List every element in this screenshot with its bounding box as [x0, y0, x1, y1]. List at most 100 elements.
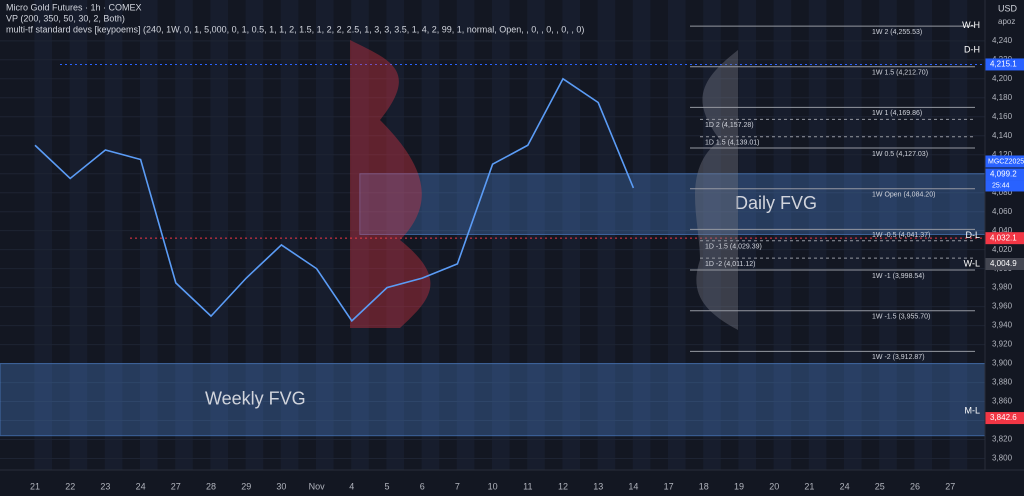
x-tick-label: 25 [875, 481, 885, 491]
indicator: multi-tf standard devs [keypoems] (240, … [6, 24, 584, 34]
session-band [703, 0, 721, 470]
session-band [949, 0, 968, 470]
session-band [316, 0, 334, 470]
countdown-tag [985, 180, 1024, 192]
indicator: VP (200, 350, 50, 30, 2, Both) [6, 13, 125, 23]
session-band [386, 0, 404, 470]
session-band [69, 0, 88, 470]
fvg-zone [359, 173, 986, 235]
y-tick-label: 4,140 [992, 131, 1013, 140]
y-tick-label: 4,080 [992, 188, 1013, 197]
session-band [879, 0, 897, 470]
volume-profile-right [695, 50, 738, 330]
y-tick-label: 3,940 [992, 321, 1013, 330]
session-band [456, 0, 475, 470]
level-label: 1W Open (4,084.20) [872, 192, 935, 199]
price-tag [985, 412, 1024, 425]
x-tick-label: 13 [593, 481, 603, 491]
x-tick-label: 12 [558, 481, 568, 491]
x-tick-label: 28 [206, 481, 216, 491]
x-tick-label: 4 [349, 481, 354, 491]
session-shading [34, 0, 968, 470]
y-tick-label: 3,980 [992, 283, 1013, 292]
y-tick-label: 4,060 [992, 207, 1013, 216]
session-band [668, 0, 686, 470]
x-tick-label: 19 [734, 481, 744, 491]
y-tick-label: 3,920 [992, 340, 1013, 349]
session-band [844, 0, 862, 470]
level-label: 1W -1.5 (3,955.70) [872, 314, 930, 321]
y-tick-label: 3,820 [992, 435, 1013, 444]
x-tick-label: 21 [30, 481, 40, 491]
session-band [562, 0, 580, 470]
session-band [738, 0, 756, 470]
price-line-series [34, 77, 635, 323]
session-band [351, 0, 369, 470]
price-tag [985, 168, 1024, 181]
edge-label: D-L [965, 230, 980, 240]
y-tick-label: 4,020 [992, 245, 1013, 254]
x-tick-label: 27 [171, 481, 181, 491]
volume-profile [350, 40, 431, 328]
price-tag [985, 58, 1024, 71]
countdown-label: 25:44 [992, 182, 1010, 189]
y-tick-label: 3,860 [992, 397, 1013, 406]
level-label: 1W 2 (4,255.53) [872, 29, 922, 36]
session-band [140, 0, 158, 470]
level-label: 1D 2 (4,157.28) [705, 122, 754, 129]
level-label: 1D -2 (4,011.12) [705, 261, 755, 268]
session-band [210, 0, 228, 470]
level-label: 1W -0.5 (4,041.37) [872, 232, 930, 239]
session-band [808, 0, 827, 470]
chart-title: Micro Gold Futures · 1h · COMEX [6, 2, 142, 12]
price-tag [985, 232, 1024, 245]
session-band [421, 0, 440, 470]
y-tick-label: 4,240 [992, 36, 1013, 45]
x-tick-label: 24 [840, 481, 850, 491]
session-band [914, 0, 932, 470]
x-tick-label: 30 [276, 481, 286, 491]
price-tag-label: 3,842.6 [990, 413, 1017, 422]
y-tick-label: 4,040 [992, 226, 1013, 235]
x-tick-label: 11 [523, 481, 532, 491]
x-tick-label: 17 [664, 481, 674, 491]
currency: USD [998, 3, 1018, 13]
price-tag-label: 4,004.9 [990, 259, 1017, 268]
fvg-zone [0, 363, 986, 437]
session-band [280, 0, 299, 470]
edge-label: D-H [964, 45, 980, 55]
level-label: 1W -1 (3,998.54) [872, 273, 925, 280]
y-tick-label: 4,160 [992, 112, 1013, 121]
x-tick-label: 23 [100, 481, 110, 491]
session-band [245, 0, 264, 470]
x-tick-label: 27 [945, 481, 955, 491]
y-tick-label: 3,880 [992, 378, 1013, 387]
session-band [527, 0, 545, 470]
x-tick-label: 20 [769, 481, 779, 491]
y-tick-label: 3,800 [992, 454, 1013, 463]
level-label: 1W -2 (3,912.87) [872, 354, 925, 361]
level-label: 1D 1.5 (4,139.01) [705, 140, 759, 147]
x-tick-label: 29 [241, 481, 251, 491]
user: apoz [998, 17, 1015, 26]
x-tick-label: 7 [455, 481, 460, 491]
x-tick-label: 22 [65, 481, 75, 491]
x-tick-label: 6 [420, 481, 425, 491]
y-tick-label: 3,900 [992, 359, 1013, 368]
price-tag [985, 257, 1024, 270]
y-tick-label: 4,180 [992, 93, 1013, 102]
x-tick-label: Nov [309, 481, 326, 491]
session-band [175, 0, 193, 470]
price-tag-label: 4,215.1 [990, 60, 1017, 69]
x-tick-label: 14 [628, 481, 638, 491]
y-tick-label: 4,120 [992, 150, 1013, 159]
y-tick-label: 4,200 [992, 74, 1013, 83]
symbol-tag [985, 155, 1024, 168]
edge-label: M-L [965, 405, 981, 415]
x-tick-label: 24 [136, 481, 146, 491]
session-band [492, 0, 510, 470]
symbol-label: MGCZ2025 [988, 158, 1024, 165]
zone-label: Daily FVG [735, 193, 817, 213]
level-label: 1W 1 (4,169.86) [872, 110, 922, 117]
